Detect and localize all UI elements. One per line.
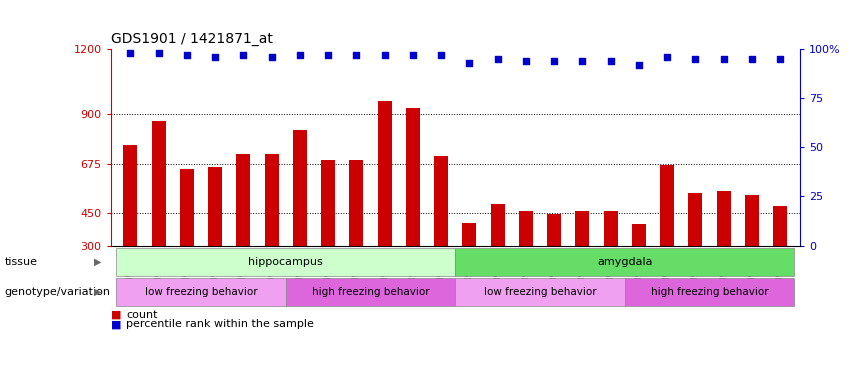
Bar	[660, 165, 674, 246]
Bar	[237, 154, 250, 246]
Point	[434, 52, 448, 58]
Bar	[434, 156, 448, 246]
Point	[322, 52, 335, 58]
Text: ▶: ▶	[94, 256, 101, 267]
Text: high freezing behavior: high freezing behavior	[651, 286, 768, 297]
Point	[406, 52, 420, 58]
Point	[151, 50, 165, 56]
Bar	[490, 204, 505, 246]
Text: high freezing behavior: high freezing behavior	[311, 286, 430, 297]
Bar	[321, 160, 335, 246]
Text: ▶: ▶	[94, 286, 101, 297]
Bar	[406, 108, 420, 246]
Point	[632, 62, 646, 68]
Text: hippocampus: hippocampus	[248, 256, 323, 267]
Bar	[575, 211, 590, 246]
Bar	[265, 154, 279, 246]
Bar	[688, 193, 702, 246]
Text: ■: ■	[111, 320, 121, 329]
Point	[745, 56, 759, 62]
Point	[660, 54, 674, 60]
Point	[717, 56, 730, 62]
Point	[123, 50, 137, 56]
Bar	[462, 223, 477, 246]
Text: genotype/variation: genotype/variation	[4, 286, 111, 297]
Text: ■: ■	[111, 310, 121, 320]
Point	[180, 52, 194, 58]
Point	[688, 56, 702, 62]
Bar	[717, 191, 731, 246]
Point	[519, 57, 533, 63]
Point	[237, 52, 250, 58]
Point	[774, 56, 787, 62]
Bar	[208, 167, 222, 246]
Bar	[519, 211, 533, 246]
Bar	[631, 224, 646, 246]
Bar	[378, 101, 391, 246]
Text: low freezing behavior: low freezing behavior	[483, 286, 597, 297]
Text: count: count	[126, 310, 157, 320]
Bar	[180, 169, 194, 246]
Bar	[547, 214, 561, 246]
Bar	[350, 160, 363, 246]
Point	[463, 60, 477, 66]
Bar	[745, 195, 759, 246]
Point	[547, 57, 561, 63]
Text: GDS1901 / 1421871_at: GDS1901 / 1421871_at	[111, 32, 272, 46]
Bar	[123, 145, 138, 246]
Point	[208, 54, 222, 60]
Point	[378, 52, 391, 58]
Text: low freezing behavior: low freezing behavior	[145, 286, 257, 297]
Point	[293, 52, 306, 58]
Text: amygdala: amygdala	[597, 256, 653, 267]
Text: tissue: tissue	[4, 256, 37, 267]
Bar	[151, 121, 166, 246]
Bar	[773, 206, 787, 246]
Point	[491, 56, 505, 62]
Point	[604, 57, 618, 63]
Point	[575, 57, 589, 63]
Text: percentile rank within the sample: percentile rank within the sample	[126, 320, 314, 329]
Point	[265, 54, 278, 60]
Bar	[603, 211, 618, 246]
Point	[350, 52, 363, 58]
Bar	[293, 130, 307, 246]
